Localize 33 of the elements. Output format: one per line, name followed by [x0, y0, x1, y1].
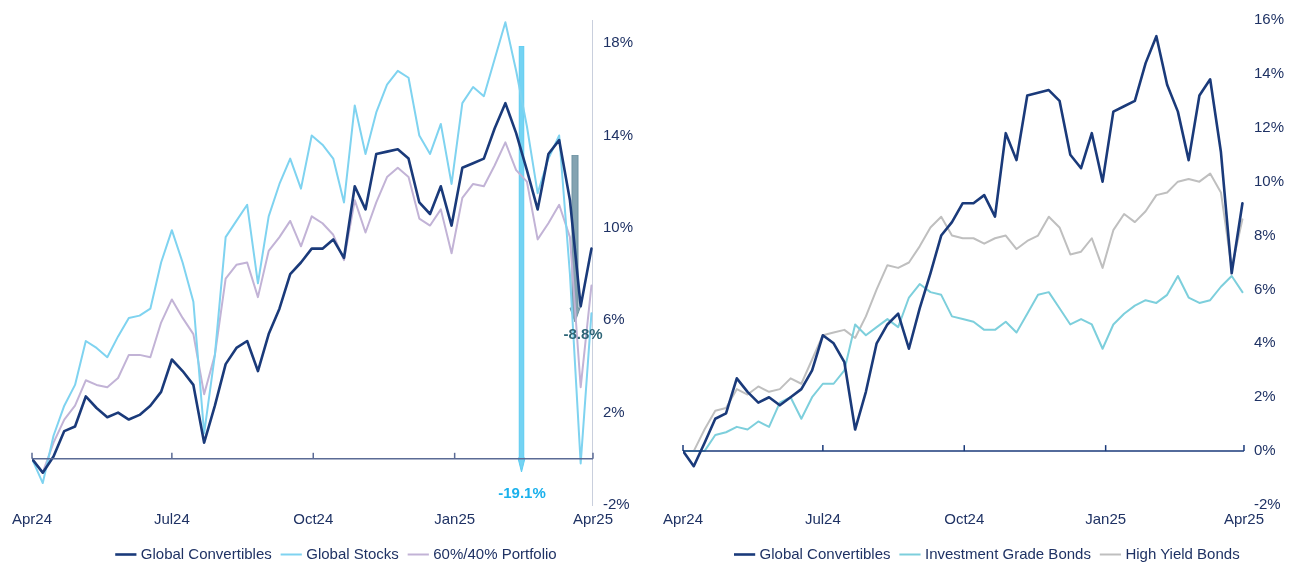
- y-tick-label: 14%: [602, 125, 634, 143]
- x-tick-label: Apr24: [11, 510, 53, 528]
- annotation: -19.1%: [498, 483, 546, 501]
- y-tick-label: 14%: [1253, 64, 1285, 82]
- legend-label: Global Convertibles: [140, 544, 272, 562]
- y-tick-label: 10%: [602, 218, 634, 235]
- y-tick-label: 8%: [1253, 225, 1276, 243]
- x-tick-label: Apr24: [662, 510, 704, 528]
- x-tick-label: Jan25: [434, 510, 476, 528]
- legend-label: Investment Grade Bonds: [924, 544, 1091, 562]
- y-tick-label: 10%: [1253, 171, 1285, 189]
- legend-label: 60%/40% Portfolio: [433, 544, 557, 562]
- x-tick-label: Jul24: [804, 510, 841, 528]
- y-tick-label: 6%: [602, 310, 625, 328]
- y-tick-label: 6%: [1253, 279, 1276, 297]
- x-tick-label: Jan25: [1085, 510, 1127, 528]
- y-tick-label: -2%: [1253, 495, 1281, 513]
- x-tick-label: Apr25: [1223, 510, 1264, 528]
- x-tick-label: Oct24: [944, 510, 985, 528]
- y-tick-label: 2%: [1253, 387, 1276, 405]
- y-tick-label: 2%: [602, 402, 625, 420]
- legend-label: High Yield Bonds: [1125, 544, 1240, 562]
- y-tick-label: 0%: [1253, 441, 1276, 459]
- legend-label: Global Stocks: [306, 544, 399, 562]
- y-tick-label: 18%: [602, 33, 634, 51]
- y-tick-label: 4%: [1253, 333, 1276, 351]
- x-tick-label: Oct24: [293, 510, 334, 528]
- legend-label: Global Convertibles: [759, 544, 891, 562]
- y-tick-label: 16%: [1253, 10, 1285, 28]
- y-tick-label: -2%: [602, 495, 630, 513]
- x-tick-label: Jul24: [153, 510, 190, 528]
- x-tick-label: Apr25: [572, 510, 613, 528]
- y-tick-label: 12%: [1253, 117, 1285, 135]
